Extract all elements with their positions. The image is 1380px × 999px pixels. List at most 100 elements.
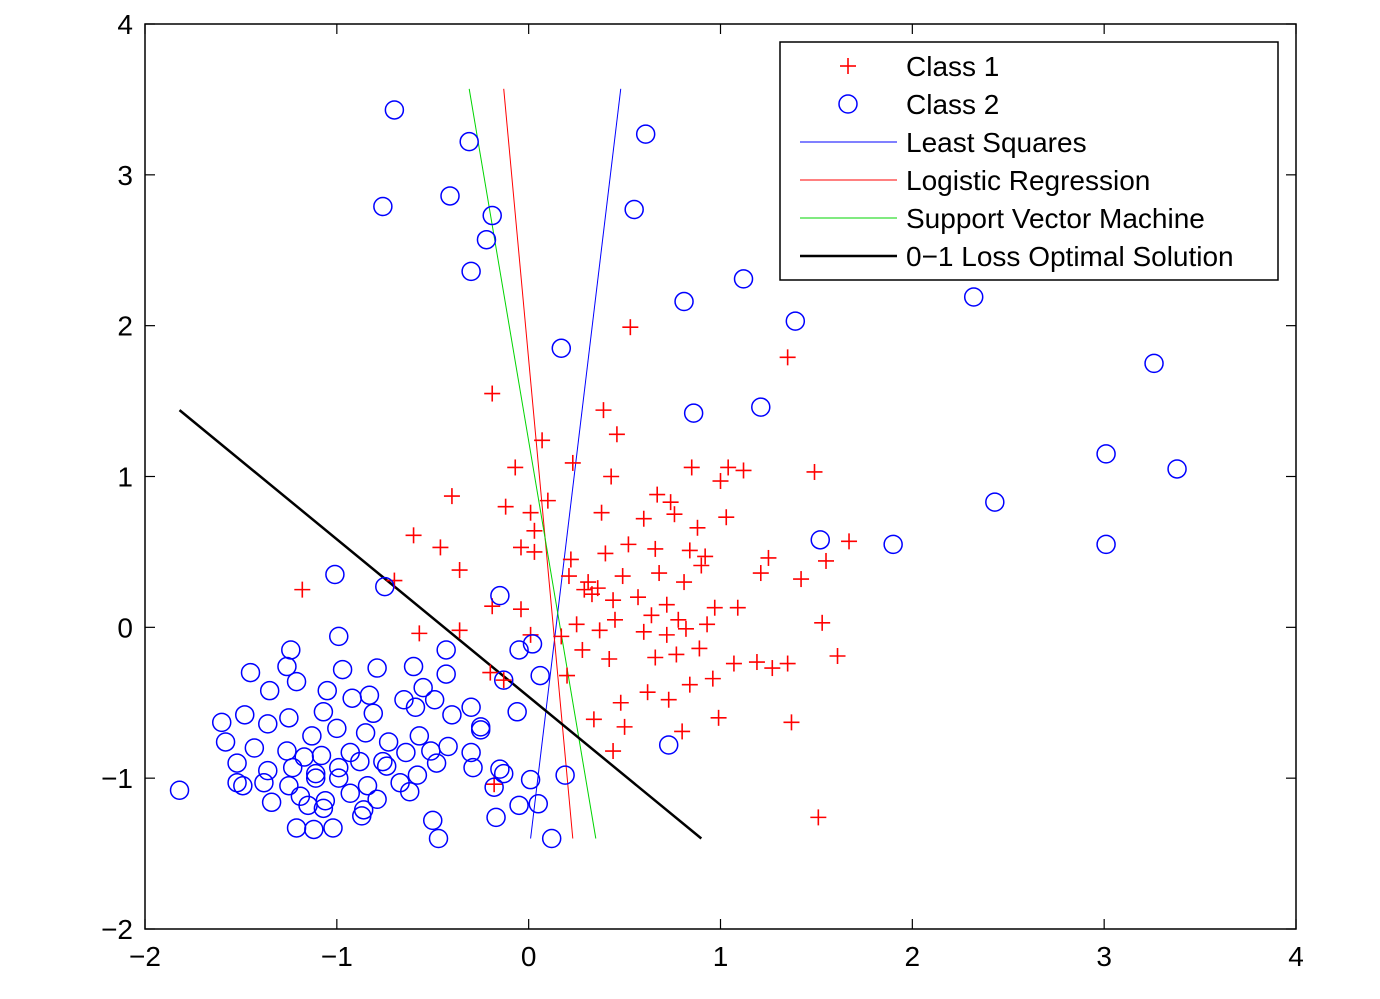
class-2-point [376, 756, 397, 776]
class-2-point [1144, 353, 1164, 374]
class-1-point [647, 540, 664, 557]
class-1-point [539, 492, 556, 509]
legend-item-0-1-loss-optimal-solution: 0−1 Loss Optimal Solution [800, 241, 1234, 272]
class-2-point [282, 757, 303, 778]
class-2-point [240, 662, 261, 683]
class-1-point [691, 640, 708, 657]
legend-label: Class 1 [906, 51, 999, 82]
class-1-point [553, 628, 570, 645]
class-2-point [363, 703, 384, 724]
x-tick-label: −2 [129, 941, 161, 972]
class-2-point [235, 705, 255, 725]
legend-item-logistic-regression: Logistic Regression [800, 165, 1150, 196]
class-1-point [612, 694, 629, 711]
class-2-point [313, 798, 334, 819]
logistic-regression-line [503, 88, 574, 839]
class-1-point [676, 574, 693, 591]
class-2-point [405, 697, 426, 718]
class-2-point [340, 783, 361, 803]
class-1-point [591, 622, 608, 639]
class-2-point [528, 794, 549, 814]
class-2-point [323, 818, 343, 838]
class-1-point [658, 626, 675, 643]
class-2-point [258, 714, 278, 734]
class-2-point [424, 689, 445, 710]
class-1-point [793, 571, 810, 588]
class-1-point [616, 718, 633, 735]
class-1-point [681, 542, 698, 559]
class-2-point [1096, 534, 1116, 555]
class-1-point [605, 743, 622, 760]
class-1-point [689, 519, 706, 536]
class-2-point [683, 403, 704, 423]
class-2-point [367, 789, 387, 810]
class-1-point [647, 649, 664, 666]
class-1-point [670, 611, 687, 628]
class-1-point [608, 426, 625, 443]
class-2-point [635, 124, 656, 144]
class-1-point [507, 459, 524, 476]
y-tick-label: −2 [101, 914, 133, 945]
class-2-point [279, 708, 299, 728]
class-1-point [595, 402, 612, 419]
class-2-point [624, 199, 644, 220]
class-1-point [660, 691, 677, 708]
class-2-point [317, 680, 337, 701]
class-2-point [520, 769, 541, 790]
class-1-point [411, 625, 428, 642]
class-2-point [470, 720, 491, 740]
class-1-point [725, 655, 742, 672]
class-2-point [244, 738, 265, 758]
class-2-point [522, 634, 543, 654]
x-tick-label: −1 [321, 941, 353, 972]
class-1-point [614, 568, 631, 585]
class-1-point [512, 539, 529, 556]
x-tick-label: 4 [1288, 941, 1304, 972]
class-2-point [461, 261, 481, 282]
class-2-point [396, 742, 416, 763]
class-1-point [729, 599, 746, 616]
x-tick-label: 3 [1096, 941, 1112, 972]
class-1-point [658, 596, 675, 613]
class-2-point [490, 585, 510, 606]
class-1-point [512, 601, 529, 618]
class-1-point [720, 459, 737, 476]
class-2-points [169, 100, 1187, 849]
legend-label: Class 2 [906, 89, 999, 120]
class-1-point [681, 676, 698, 693]
class-2-point [426, 753, 447, 773]
class-2-point [482, 205, 502, 226]
class-1-point [710, 709, 727, 726]
class-1-point [559, 667, 576, 684]
class-1-point [560, 568, 577, 585]
class-2-point [305, 768, 326, 788]
class-2-point [785, 311, 806, 331]
x-tick-label: 1 [713, 941, 729, 972]
class-1-point [718, 509, 735, 526]
class-2-point [302, 726, 322, 746]
class-2-point [530, 665, 550, 686]
class-2-point [985, 492, 1005, 512]
class-2-point [476, 229, 497, 250]
class-2-point [357, 775, 378, 796]
class-2-point [1096, 444, 1116, 464]
class-2-point [507, 702, 527, 722]
class-1-point [649, 486, 666, 503]
class-1-point [779, 349, 796, 366]
class-2-point [810, 530, 831, 550]
class-2-point [399, 781, 420, 802]
class-1-point [620, 536, 637, 553]
class-1-point [779, 655, 796, 672]
class-1-point [605, 592, 622, 609]
class-1-point [451, 562, 468, 579]
class-1-point [662, 494, 679, 511]
class-2-point [169, 780, 190, 800]
class-1-point [818, 552, 835, 569]
legend-item-support-vector-machine: Support Vector Machine [800, 203, 1205, 234]
class-2-point [305, 763, 326, 784]
class-2-point [463, 757, 483, 778]
class-2-point [493, 670, 514, 690]
class-2-point [490, 759, 510, 779]
class-1-point [760, 549, 777, 566]
